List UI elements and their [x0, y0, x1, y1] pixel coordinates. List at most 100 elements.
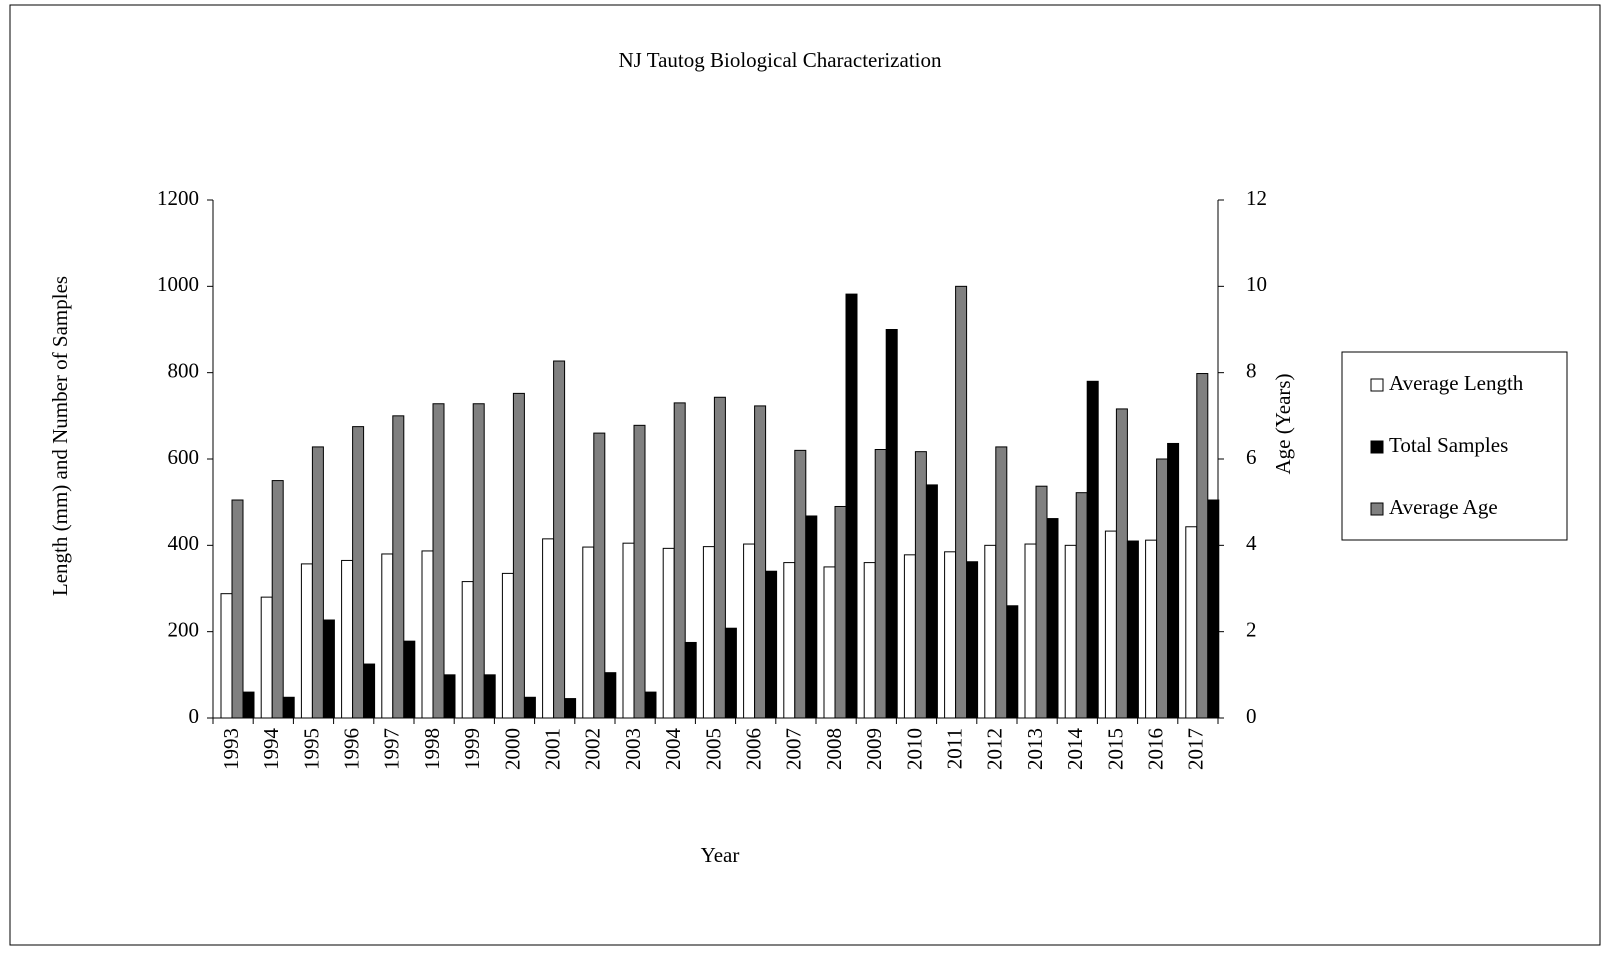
x-tick-label: 2000: [500, 728, 524, 770]
x-tick-label: 2001: [541, 728, 565, 770]
bar: [593, 432, 606, 719]
bar: [300, 563, 313, 719]
bar: [501, 572, 514, 719]
bar: [794, 449, 807, 719]
bar: [1024, 543, 1037, 719]
x-tick-label: 2011: [943, 728, 967, 769]
bar: [1145, 539, 1158, 719]
x-tick-label: 2017: [1184, 728, 1208, 770]
bar: [421, 550, 434, 719]
x-tick-label: 2005: [701, 728, 725, 770]
x-tick-label: 2002: [581, 728, 605, 770]
y-tick-label: 400: [168, 531, 200, 555]
bar: [542, 538, 555, 719]
x-tick-label: 2014: [1063, 728, 1087, 771]
y-axis-label: Length (mm) and Number of Samples: [48, 276, 72, 596]
bar: [282, 696, 295, 719]
bar: [231, 499, 244, 719]
bar: [805, 515, 818, 719]
bar: [955, 285, 968, 719]
legend-swatch: [1370, 378, 1384, 392]
bar: [1185, 526, 1198, 719]
x-tick-label: 1993: [219, 728, 243, 770]
legend-swatch: [1370, 502, 1384, 516]
bar: [352, 426, 365, 719]
bar: [684, 641, 697, 719]
bar: [944, 551, 957, 719]
bar: [783, 562, 796, 719]
bar: [984, 544, 997, 719]
bar: [1115, 408, 1128, 719]
bar: [754, 405, 767, 719]
legend-label: Average Length: [1389, 371, 1524, 395]
bar: [1064, 544, 1077, 719]
x-tick-label: 2012: [983, 728, 1007, 770]
x-tick-label: 2008: [822, 728, 846, 770]
bar: [582, 546, 595, 719]
x-tick-label: 2015: [1103, 728, 1127, 770]
bar: [1207, 499, 1220, 719]
bar: [322, 619, 335, 719]
y-tick-label: 1200: [157, 186, 199, 210]
x-axis-label: Year: [701, 843, 740, 867]
bar: [363, 663, 376, 719]
x-tick-label: 2004: [661, 728, 685, 771]
y-tick-label: 200: [168, 617, 200, 641]
bar: [242, 691, 255, 719]
bar: [461, 581, 474, 719]
bar: [1046, 518, 1059, 719]
bar: [604, 672, 617, 719]
bar: [403, 640, 416, 719]
bar: [472, 403, 485, 719]
bar: [995, 446, 1008, 719]
bar: [553, 360, 566, 719]
x-tick-label: 1995: [299, 728, 323, 770]
bar: [512, 392, 525, 719]
bar: [925, 484, 938, 719]
y-tick-label: 1000: [157, 272, 199, 296]
bar: [1126, 540, 1139, 719]
x-tick-label: 2013: [1023, 728, 1047, 770]
bar: [885, 329, 898, 719]
bar: [432, 403, 445, 719]
legend-label: Average Age: [1389, 495, 1498, 519]
bar: [662, 547, 675, 719]
bar: [220, 593, 233, 719]
x-tick-label: 1996: [340, 728, 364, 770]
y2-tick-label: 10: [1246, 272, 1267, 296]
bar: [392, 415, 405, 719]
bar: [673, 402, 686, 719]
bar: [903, 554, 916, 719]
frame: [9, 4, 1601, 946]
bar: [845, 293, 858, 719]
bar: [644, 691, 657, 719]
y2-tick-label: 2: [1246, 617, 1257, 641]
bar: [311, 446, 324, 719]
bar: [1086, 380, 1099, 719]
bar: [914, 451, 927, 719]
bar: [765, 570, 778, 719]
y2-axis-label: Age (Years): [1271, 373, 1295, 474]
bar: [966, 561, 979, 719]
x-tick-label: 2010: [902, 728, 926, 770]
y-tick-label: 800: [168, 358, 200, 382]
bar: [1035, 485, 1048, 719]
bar: [724, 627, 737, 719]
bar: [381, 553, 394, 719]
bar: [1167, 442, 1180, 719]
bar: [834, 505, 847, 719]
x-tick-label: 2006: [742, 728, 766, 770]
bar: [1156, 458, 1169, 719]
y2-tick-label: 4: [1246, 531, 1257, 555]
bar: [564, 698, 577, 719]
legend-label: Total Samples: [1389, 433, 1508, 457]
x-tick-label: 1999: [460, 728, 484, 770]
bar: [713, 396, 726, 719]
x-tick-label: 2003: [621, 728, 645, 770]
bar: [633, 424, 646, 719]
bar: [483, 674, 496, 719]
y-tick-label: 600: [168, 445, 200, 469]
bar: [743, 543, 756, 719]
y2-tick-label: 6: [1246, 445, 1257, 469]
